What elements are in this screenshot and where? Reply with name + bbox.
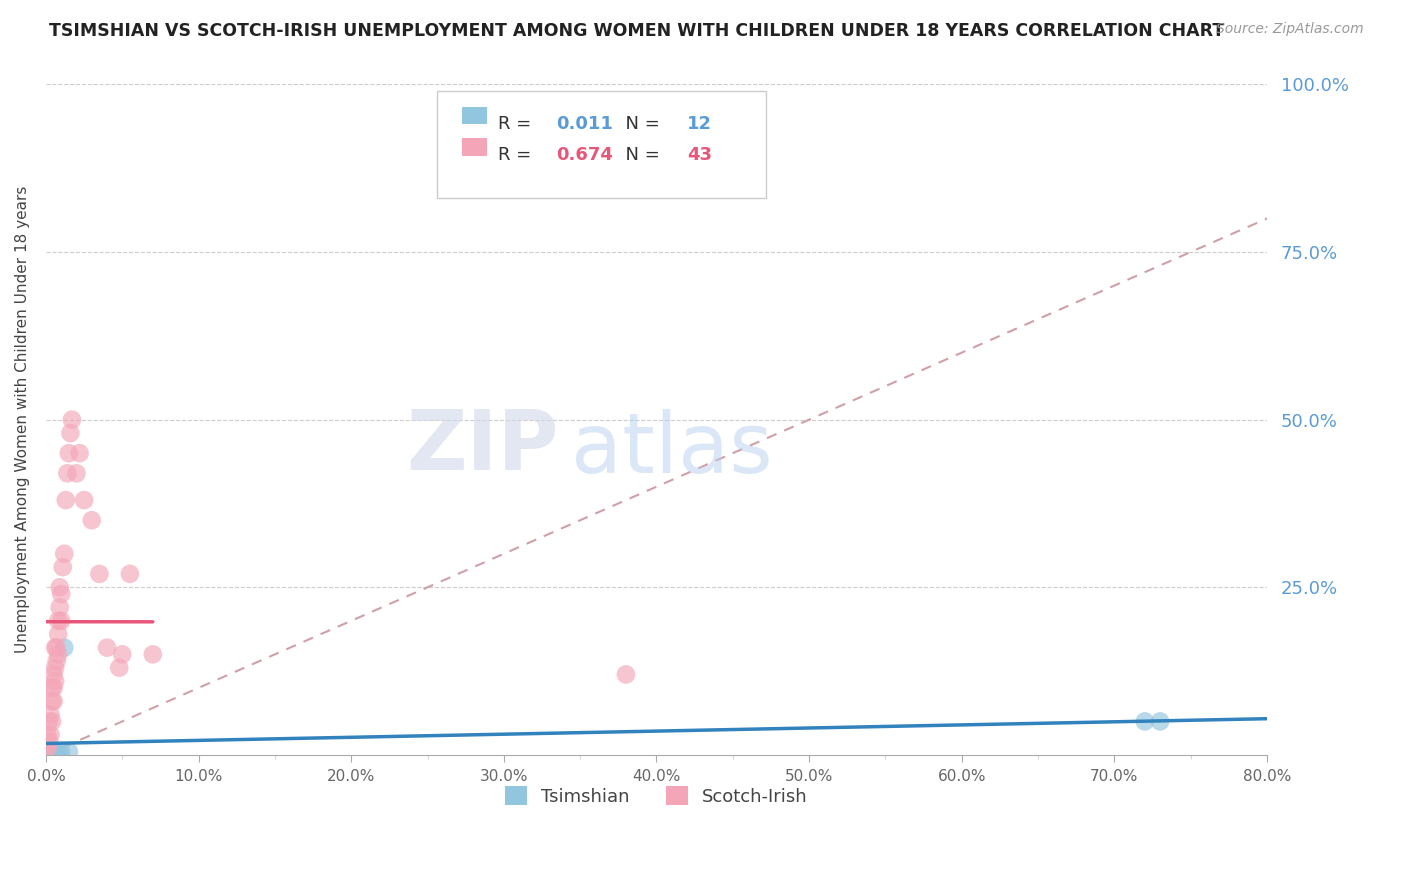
Point	[46, 627, 69, 641]
Point	[42, 694, 65, 708]
Point	[48, 747, 70, 761]
Point	[41, 714, 63, 729]
Point	[53, 547, 76, 561]
Point	[111, 648, 134, 662]
Point	[37, 741, 59, 756]
Point	[38, 734, 60, 748]
Text: ZIP: ZIP	[406, 406, 558, 487]
Point	[45, 746, 67, 760]
Point	[38, 714, 60, 729]
Point	[41, 681, 63, 695]
Point	[45, 654, 67, 668]
Point	[41, 694, 63, 708]
FancyBboxPatch shape	[437, 91, 766, 198]
Point	[55, 493, 77, 508]
Point	[44, 747, 66, 761]
Point	[51, 745, 73, 759]
Text: 43: 43	[688, 146, 711, 164]
Text: atlas: atlas	[571, 409, 773, 491]
Text: TSIMSHIAN VS SCOTCH-IRISH UNEMPLOYMENT AMONG WOMEN WITH CHILDREN UNDER 18 YEARS : TSIMSHIAN VS SCOTCH-IRISH UNEMPLOYMENT A…	[49, 22, 1225, 40]
Point	[108, 661, 131, 675]
Point	[142, 648, 165, 662]
Text: Source: ZipAtlas.com: Source: ZipAtlas.com	[1216, 22, 1364, 37]
Point	[35, 741, 58, 756]
Point	[41, 746, 63, 760]
Point	[39, 746, 62, 760]
Point	[45, 640, 67, 655]
Point	[42, 681, 65, 695]
Text: 0.674: 0.674	[557, 146, 613, 164]
Point	[51, 614, 73, 628]
Point	[42, 747, 65, 761]
Text: R =: R =	[498, 114, 537, 133]
Point	[46, 747, 69, 761]
Point	[1133, 714, 1156, 729]
Point	[48, 600, 70, 615]
Point	[44, 640, 66, 655]
Point	[56, 467, 79, 481]
Point	[53, 640, 76, 655]
Y-axis label: Unemployment Among Women with Children Under 18 years: Unemployment Among Women with Children U…	[15, 186, 30, 653]
Point	[80, 513, 103, 527]
Point	[52, 560, 75, 574]
Point	[73, 493, 96, 508]
Point	[60, 412, 83, 426]
Point	[35, 745, 58, 759]
Point	[39, 707, 62, 722]
Point	[42, 667, 65, 681]
FancyBboxPatch shape	[463, 138, 486, 155]
Point	[46, 648, 69, 662]
Point	[65, 467, 87, 481]
Point	[96, 640, 118, 655]
Point	[58, 446, 80, 460]
Text: N =: N =	[613, 146, 665, 164]
Point	[44, 661, 66, 675]
Point	[614, 667, 637, 681]
Point	[58, 745, 80, 759]
Legend: Tsimshian, Scotch-Irish: Tsimshian, Scotch-Irish	[498, 779, 815, 813]
Point	[89, 566, 111, 581]
Text: N =: N =	[613, 114, 665, 133]
Point	[37, 728, 59, 742]
FancyBboxPatch shape	[463, 107, 486, 124]
Point	[44, 674, 66, 689]
Point	[118, 566, 141, 581]
Point	[46, 614, 69, 628]
Text: 0.011: 0.011	[557, 114, 613, 133]
Point	[1149, 714, 1171, 729]
Point	[59, 426, 82, 441]
Point	[39, 728, 62, 742]
Point	[69, 446, 91, 460]
Point	[48, 580, 70, 594]
Text: 12: 12	[688, 114, 711, 133]
Point	[51, 587, 73, 601]
Text: R =: R =	[498, 146, 537, 164]
